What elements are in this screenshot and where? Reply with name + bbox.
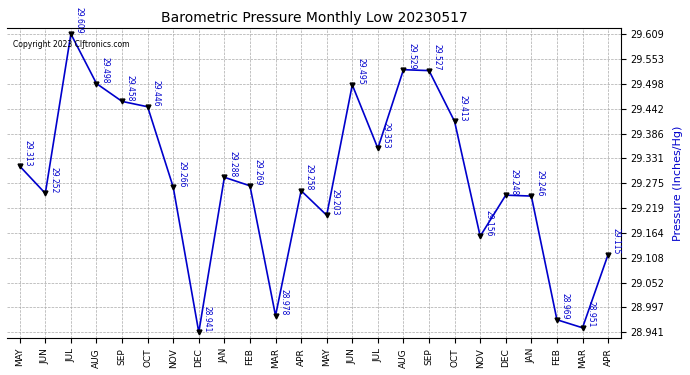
Text: 28.978: 28.978 — [279, 290, 288, 316]
Text: 29.248: 29.248 — [510, 169, 519, 195]
Text: 29.495: 29.495 — [356, 58, 365, 85]
Text: 29.498: 29.498 — [100, 57, 109, 84]
Y-axis label: Pressure (Inches/Hg): Pressure (Inches/Hg) — [673, 125, 683, 241]
Title: Barometric Pressure Monthly Low 20230517: Barometric Pressure Monthly Low 20230517 — [161, 12, 467, 26]
Text: 29.258: 29.258 — [305, 164, 314, 191]
Text: 28.969: 28.969 — [561, 293, 570, 320]
Text: 29.156: 29.156 — [484, 210, 493, 236]
Text: 29.269: 29.269 — [254, 159, 263, 186]
Text: 29.203: 29.203 — [331, 189, 339, 215]
Text: 29.413: 29.413 — [458, 95, 467, 122]
Text: 29.353: 29.353 — [382, 122, 391, 148]
Text: 29.266: 29.266 — [177, 160, 186, 187]
Text: 28.951: 28.951 — [586, 302, 595, 328]
Text: 29.529: 29.529 — [407, 43, 416, 70]
Text: 29.252: 29.252 — [49, 167, 58, 194]
Text: 29.115: 29.115 — [612, 228, 621, 255]
Text: 29.288: 29.288 — [228, 151, 237, 177]
Text: 29.313: 29.313 — [23, 140, 32, 166]
Text: 29.446: 29.446 — [152, 80, 161, 107]
Text: 29.246: 29.246 — [535, 170, 544, 196]
Text: 29.527: 29.527 — [433, 44, 442, 70]
Text: 29.609: 29.609 — [75, 8, 83, 34]
Text: 29.458: 29.458 — [126, 75, 135, 101]
Text: Copyright 2023 Clƒtronics.com: Copyright 2023 Clƒtronics.com — [13, 40, 130, 50]
Text: 28.941: 28.941 — [203, 306, 212, 332]
